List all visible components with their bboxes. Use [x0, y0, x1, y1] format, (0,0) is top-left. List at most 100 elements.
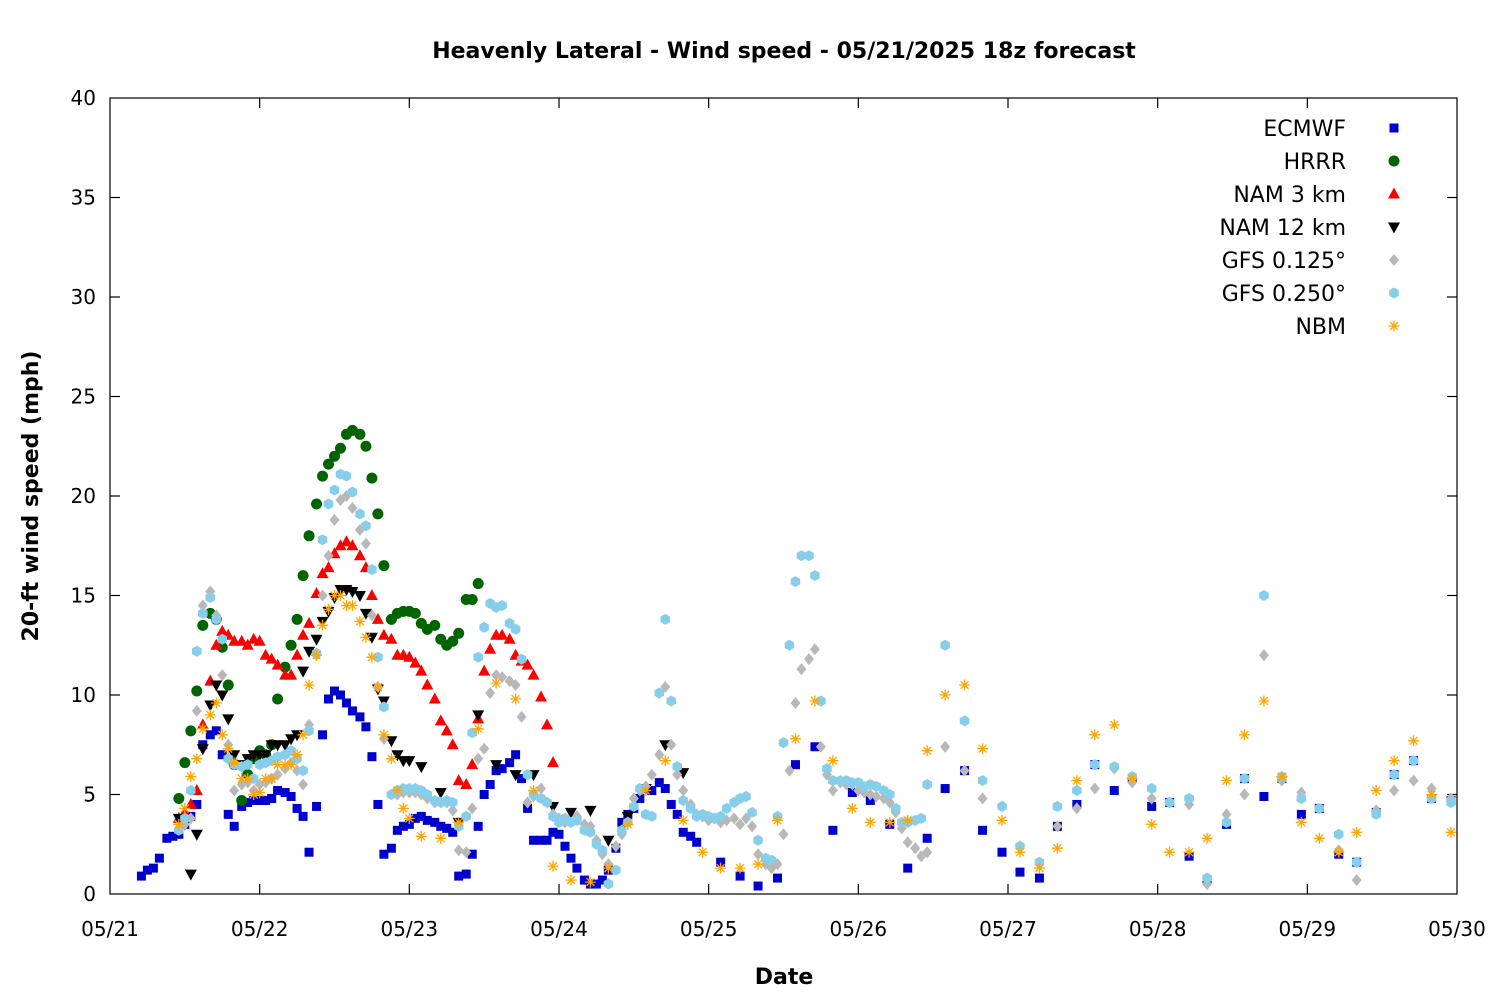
data-point — [211, 613, 221, 625]
data-point — [490, 760, 503, 772]
data-point — [796, 663, 807, 676]
data-point — [190, 829, 203, 841]
data-point — [1239, 773, 1250, 785]
data-point — [266, 773, 278, 785]
data-point — [136, 871, 146, 881]
data-point — [564, 807, 577, 819]
data-point — [473, 821, 483, 831]
data-point — [286, 745, 296, 757]
data-point — [1389, 769, 1399, 781]
data-point — [1408, 774, 1419, 787]
legend: ECMWF HRRR NAM 3 km NAM 12 km GFS 0.125° GFS … — [1219, 117, 1400, 340]
data-point — [429, 619, 441, 631]
data-point — [216, 641, 228, 653]
data-point — [272, 693, 284, 705]
data-point — [280, 788, 290, 798]
data-point — [347, 486, 358, 498]
data-point — [541, 718, 554, 730]
data-point — [255, 795, 265, 805]
data-point — [472, 710, 485, 722]
data-point — [635, 783, 645, 794]
data-point — [311, 498, 323, 510]
data-point — [210, 680, 223, 692]
data-point — [485, 687, 496, 700]
data-point — [228, 757, 240, 769]
data-point — [355, 508, 365, 520]
data-point — [871, 781, 882, 792]
data-point — [654, 687, 664, 699]
data-point — [747, 820, 758, 833]
data-point — [536, 835, 546, 845]
data-point — [678, 827, 688, 837]
data-point — [810, 742, 820, 752]
data-point — [453, 816, 465, 828]
data-point — [921, 745, 933, 757]
data-point — [1239, 729, 1250, 741]
data-point — [329, 590, 340, 601]
data-point — [610, 840, 621, 853]
data-point — [497, 764, 507, 774]
data-point — [273, 786, 283, 796]
data-point — [1408, 735, 1420, 747]
data-point — [205, 592, 215, 603]
data-point — [591, 879, 601, 889]
data-point — [341, 470, 352, 482]
data-point — [298, 811, 308, 821]
data-point — [197, 599, 208, 612]
data-point — [716, 857, 726, 867]
data-point — [1296, 809, 1306, 819]
data-point — [366, 472, 378, 484]
data-point — [516, 710, 527, 723]
data-point — [686, 831, 696, 841]
data-point — [272, 768, 283, 781]
data-point — [1090, 759, 1100, 771]
data-point — [272, 751, 283, 763]
data-point — [685, 802, 696, 814]
data-point — [1072, 785, 1082, 796]
data-point — [910, 842, 921, 855]
data-point — [1184, 793, 1194, 804]
data-point — [409, 607, 421, 619]
data-point — [403, 650, 416, 662]
data-point — [461, 810, 471, 822]
data-point — [317, 619, 328, 631]
data-point — [902, 836, 913, 849]
data-point — [922, 833, 932, 843]
data-point — [647, 786, 657, 796]
data-point — [354, 428, 366, 440]
data-point — [666, 799, 676, 809]
data-point — [191, 685, 203, 697]
data-point — [747, 806, 757, 818]
legend-label: NBM — [1295, 315, 1346, 340]
data-point — [446, 738, 459, 750]
x-tick-label: 05/26 — [830, 917, 888, 941]
data-point — [323, 603, 334, 615]
data-point — [249, 795, 259, 805]
data-point — [479, 790, 489, 799]
data-point — [173, 792, 185, 804]
data-point — [303, 530, 315, 542]
data-point — [1389, 784, 1400, 797]
data-point — [527, 668, 540, 680]
data-point — [1089, 729, 1101, 741]
data-point — [660, 784, 670, 794]
legend-marker — [1389, 123, 1399, 133]
data-point — [509, 770, 522, 782]
data-point — [323, 458, 335, 470]
data-point — [385, 632, 398, 644]
data-point — [485, 780, 495, 790]
data-point — [1314, 802, 1325, 814]
data-point — [311, 649, 322, 661]
data-point — [334, 539, 347, 551]
legend-label: GFS 0.250° — [1222, 282, 1346, 307]
data-point — [640, 785, 652, 796]
data-point — [1014, 846, 1026, 858]
legend-marker — [1388, 187, 1400, 199]
data-point — [434, 714, 447, 726]
data-point — [237, 801, 247, 811]
data-point — [448, 827, 458, 837]
data-point — [635, 793, 645, 803]
data-point — [997, 800, 1007, 812]
data-point — [261, 795, 271, 805]
data-point — [1147, 801, 1157, 811]
